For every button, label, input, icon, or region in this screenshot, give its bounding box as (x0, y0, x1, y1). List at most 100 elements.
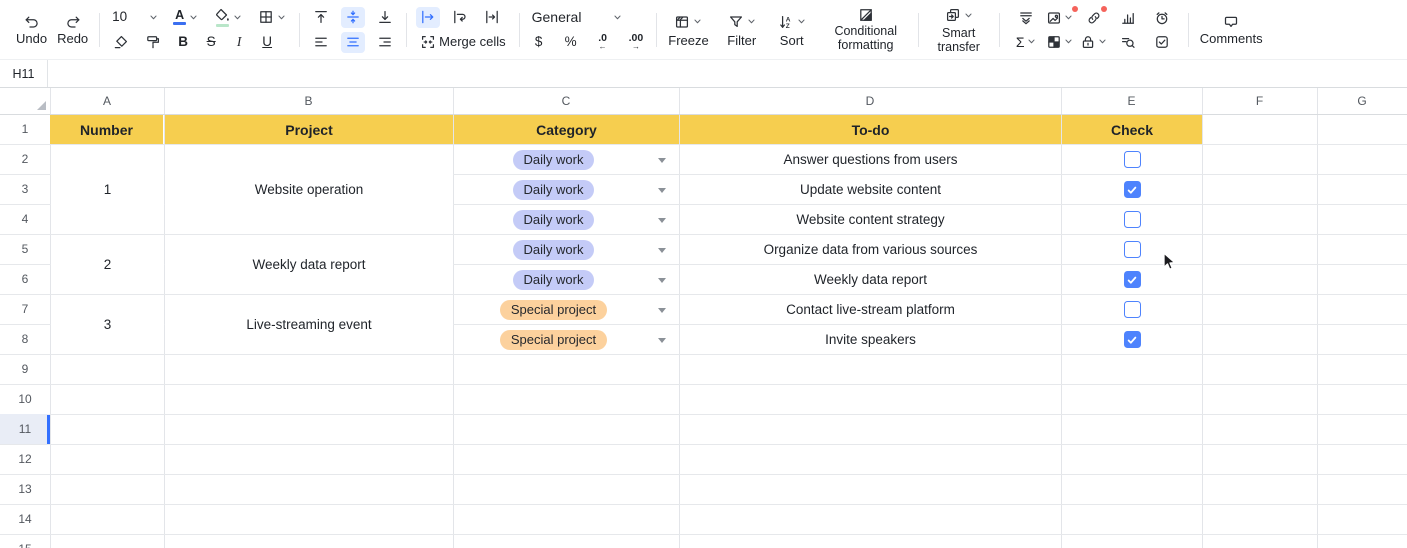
column-header-G[interactable]: G (1357, 94, 1367, 108)
align-left-button[interactable] (309, 32, 333, 53)
currency-button[interactable]: $ (529, 31, 549, 52)
row-header-11[interactable]: 11 (0, 414, 50, 444)
checkbox-checked[interactable] (1123, 331, 1141, 348)
category-badge[interactable]: Special project (499, 299, 608, 320)
conditional-formatting-button[interactable]: Conditional formatting (823, 7, 909, 52)
todo-cell[interactable]: Invite speakers (825, 332, 916, 347)
todo-cell[interactable]: Website content strategy (796, 212, 945, 227)
filter-button[interactable]: Filter (723, 12, 761, 48)
table-header-cell[interactable]: Category (454, 115, 679, 144)
insert-link-button[interactable] (1083, 5, 1107, 28)
category-dropdown-icon[interactable] (658, 247, 666, 253)
merged-cell-project[interactable]: Weekly data report (165, 235, 453, 294)
insert-checkbox-button[interactable] (1151, 32, 1173, 52)
format-painter-button[interactable] (141, 32, 165, 53)
column-header-D[interactable]: D (865, 94, 875, 108)
category-cell[interactable]: Special project (454, 325, 679, 354)
smart-transfer-button[interactable]: Smart transfer (928, 5, 990, 54)
table-header-cell[interactable]: Project (165, 115, 453, 144)
font-color-button[interactable]: A (169, 7, 202, 28)
font-size-control[interactable]: 10 (109, 7, 161, 27)
italic-button[interactable]: I (229, 32, 249, 53)
formula-button[interactable]: Σ (1013, 32, 1039, 52)
undo-button[interactable]: Undo (14, 14, 49, 46)
underline-button[interactable]: U (257, 32, 277, 53)
column-header-B[interactable]: B (304, 94, 313, 108)
text-overflow-button[interactable] (416, 6, 441, 28)
todo-cell[interactable]: Contact live-stream platform (786, 302, 955, 317)
strikethrough-button[interactable]: S (201, 32, 221, 53)
category-cell[interactable]: Daily work (454, 145, 679, 174)
name-box[interactable]: H11 (0, 60, 48, 87)
freeze-button[interactable]: Freeze (666, 12, 710, 48)
category-dropdown-icon[interactable] (658, 337, 666, 343)
row-header-1[interactable]: 1 (21, 122, 29, 136)
reminder-button[interactable] (1151, 8, 1173, 28)
category-dropdown-icon[interactable] (658, 277, 666, 283)
category-cell[interactable]: Daily work (454, 175, 679, 204)
row-header-4[interactable]: 4 (21, 212, 29, 226)
table-header-cell[interactable]: Check (1062, 115, 1202, 144)
align-top-button[interactable] (309, 7, 333, 28)
category-badge[interactable]: Daily work (512, 269, 595, 290)
category-cell[interactable]: Daily work (454, 265, 679, 294)
column-header-E[interactable]: E (1127, 94, 1136, 108)
row-header-15[interactable]: 15 (0, 534, 50, 548)
insert-image-button[interactable] (1043, 5, 1079, 28)
table-header-cell[interactable]: Number (50, 115, 163, 144)
row-header-14[interactable]: 14 (18, 512, 32, 526)
todo-cell[interactable]: Weekly data report (813, 272, 928, 287)
clear-format-button[interactable] (109, 32, 133, 53)
category-dropdown-icon[interactable] (658, 307, 666, 313)
percent-button[interactable]: % (561, 31, 581, 52)
row-header-3[interactable]: 3 (21, 182, 29, 196)
merged-cell-number[interactable]: 3 (51, 295, 164, 354)
merge-cells-button[interactable]: Merge cells (416, 32, 509, 53)
category-badge[interactable]: Daily work (512, 239, 595, 260)
checkbox-unchecked[interactable] (1123, 151, 1141, 168)
cell-style-button[interactable] (1043, 32, 1076, 52)
row-header-6[interactable]: 6 (21, 272, 29, 286)
checkbox-checked[interactable] (1123, 271, 1141, 288)
checkbox-unchecked[interactable] (1123, 241, 1141, 258)
row-header-5[interactable]: 5 (21, 242, 29, 256)
checkbox-checked[interactable] (1123, 181, 1141, 198)
align-middle-button[interactable] (341, 6, 366, 28)
formula-input[interactable] (48, 60, 1407, 87)
category-badge[interactable]: Daily work (512, 179, 595, 200)
text-clip-button[interactable] (480, 7, 504, 28)
align-bottom-button[interactable] (373, 7, 397, 28)
row-header-13[interactable]: 13 (18, 482, 32, 496)
column-header-F[interactable]: F (1255, 94, 1264, 108)
row-header-12[interactable]: 12 (18, 452, 32, 466)
row-header-9[interactable]: 9 (21, 362, 29, 376)
insert-chart-button[interactable] (1117, 8, 1139, 28)
column-header-C[interactable]: C (561, 94, 571, 108)
category-cell[interactable]: Daily work (454, 205, 679, 234)
bold-button[interactable]: B (173, 32, 193, 53)
text-wrap-button[interactable] (448, 7, 472, 28)
row-header-10[interactable]: 10 (18, 392, 32, 406)
merged-cell-number[interactable]: 2 (51, 235, 164, 294)
merged-cell-number[interactable]: 1 (51, 145, 164, 234)
category-dropdown-icon[interactable] (658, 187, 666, 193)
todo-cell[interactable]: Answer questions from users (783, 152, 958, 167)
row-header-8[interactable]: 8 (21, 332, 29, 346)
protect-button[interactable] (1077, 32, 1110, 52)
borders-button[interactable] (254, 7, 290, 28)
collapse-toolbar-button[interactable] (1015, 8, 1037, 28)
row-header-2[interactable]: 2 (21, 152, 29, 166)
number-format-control[interactable]: General (529, 7, 625, 27)
category-badge[interactable]: Daily work (512, 149, 595, 170)
decrease-decimal-button[interactable]: .0 ← (593, 31, 613, 52)
align-center-button[interactable] (341, 31, 366, 53)
table-header-cell[interactable]: To-do (680, 115, 1061, 144)
find-replace-button[interactable] (1117, 32, 1139, 52)
increase-decimal-button[interactable]: .00 → (625, 31, 648, 52)
category-dropdown-icon[interactable] (658, 157, 666, 163)
align-right-button[interactable] (373, 32, 397, 53)
redo-button[interactable]: Redo (55, 14, 90, 46)
row-header-7[interactable]: 7 (21, 302, 29, 316)
column-header-A[interactable]: A (102, 94, 111, 108)
comments-button[interactable]: Comments (1198, 14, 1265, 46)
